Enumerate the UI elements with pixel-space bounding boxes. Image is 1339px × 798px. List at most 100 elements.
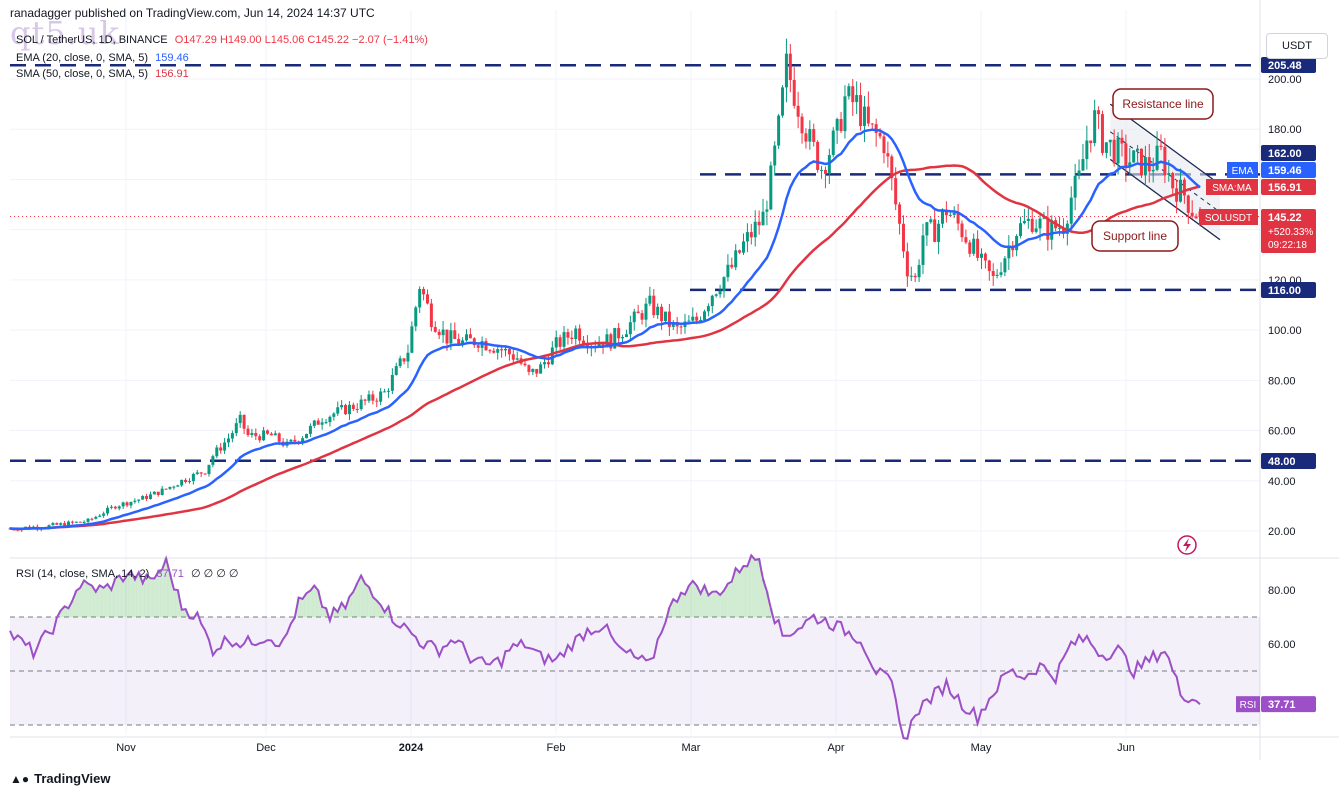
candle-body [1132, 150, 1136, 163]
candle-body [468, 334, 472, 339]
rsi-tag-label-box [1236, 696, 1260, 713]
candle-body [86, 518, 90, 522]
price-tag-value: 159.46 [1268, 165, 1302, 177]
candle-body [890, 156, 894, 179]
sma-label: SMA (50, close, 0, SMA, 5) [16, 68, 149, 80]
candle-body [905, 251, 909, 277]
candle-body [488, 350, 492, 352]
tag-label: EMA [1232, 166, 1254, 177]
candle-body [301, 438, 305, 443]
candle-body [70, 521, 74, 523]
candle-body [800, 116, 804, 134]
candle-body [445, 329, 449, 344]
candle-body [203, 473, 207, 475]
candle-body [344, 404, 348, 415]
candle-body [816, 141, 820, 170]
candle-body [94, 516, 98, 519]
price-tag-value: 145.22 [1268, 212, 1302, 224]
price-tag-box [1261, 162, 1316, 178]
price-tag-box [1261, 57, 1316, 73]
candle-body [804, 133, 808, 142]
x-tick-label: Apr [827, 742, 844, 754]
x-tick-label: Dec [256, 742, 276, 754]
candle-body [769, 165, 773, 210]
candle-body [195, 472, 199, 474]
candle-body [937, 223, 941, 242]
candle-body [1042, 217, 1046, 219]
support-line [1109, 158, 1221, 241]
currency-button[interactable]: USDT [1266, 33, 1328, 59]
candle-body [976, 238, 980, 258]
candle-body [546, 362, 550, 365]
candle-body [406, 352, 410, 362]
price-tag-box [1261, 282, 1316, 298]
candle-body [47, 525, 51, 528]
rsi-pane [9, 553, 1260, 740]
sma-legend[interactable]: SMA (50, close, 0, SMA, 5) 156.91 [16, 68, 189, 80]
candle-body [113, 506, 117, 509]
candle-body [921, 235, 925, 265]
candle-body [999, 272, 1003, 275]
candle-body [176, 485, 180, 487]
tradingview-logo[interactable]: ▲● TradingView [10, 771, 110, 786]
candle-body [691, 316, 695, 321]
chart-grid [10, 0, 1339, 760]
candle-body [457, 338, 461, 345]
candle-body [160, 488, 164, 496]
candle-body [991, 271, 995, 276]
candle-body [968, 242, 972, 254]
candle-body [820, 169, 824, 171]
candle-body [578, 328, 582, 341]
candle-body [1093, 110, 1097, 144]
candle-body [574, 328, 578, 340]
ema-legend[interactable]: EMA (20, close, 0, SMA, 5) 159.46 [16, 52, 189, 64]
price-tag-box [1261, 145, 1316, 161]
candle-body [67, 521, 71, 526]
candle-body [702, 311, 706, 320]
candle-body [242, 414, 246, 429]
candle-body [63, 523, 67, 526]
ema-label: EMA (20, close, 0, SMA, 5) [16, 52, 149, 64]
candle-body [359, 399, 363, 410]
rsi-legend[interactable]: RSI (14, close, SMA, 14, 2) 37.71 ∅ ∅ ∅ … [16, 567, 238, 580]
candle-body [511, 354, 515, 360]
candle-body [621, 336, 625, 339]
candle-body [234, 423, 238, 434]
candle-body [995, 274, 999, 276]
candle-body [504, 348, 508, 351]
candle-body [734, 250, 738, 268]
candle-body [562, 332, 566, 347]
candle-body [656, 306, 660, 316]
candle-body [909, 275, 913, 277]
candle-body [219, 447, 223, 451]
candle-body [74, 521, 78, 523]
symbol-legend[interactable]: SOL / TetherUS, 1D, BINANCE O147.29 H149… [16, 34, 428, 46]
candle-body [441, 329, 445, 336]
horizontal-levels [10, 63, 1260, 462]
candle-body [55, 523, 59, 525]
candle-body [422, 288, 426, 295]
candle-body [1065, 223, 1069, 234]
watermark-logo: qt5.uk [10, 14, 120, 52]
candle-body [718, 291, 722, 295]
x-tick-label: Mar [682, 742, 701, 754]
candle-body [316, 420, 320, 425]
candle-body [726, 264, 730, 278]
candle-body [106, 507, 110, 514]
candle-body [199, 472, 203, 474]
candle-body [663, 311, 667, 322]
publish-info: ranadagger published on TradingView.com,… [10, 6, 375, 20]
candle-body [1159, 145, 1163, 147]
candle-body [644, 303, 648, 320]
lightning-bolt [1183, 538, 1191, 552]
candle-body [964, 237, 968, 243]
moving-averages [9, 128, 1201, 531]
candle-body [831, 130, 835, 156]
candle-body [940, 209, 944, 224]
candle-body [960, 223, 964, 238]
candle-body [894, 178, 898, 205]
candle-body [898, 204, 902, 224]
candle-body [648, 295, 652, 304]
candle-body [207, 464, 211, 475]
